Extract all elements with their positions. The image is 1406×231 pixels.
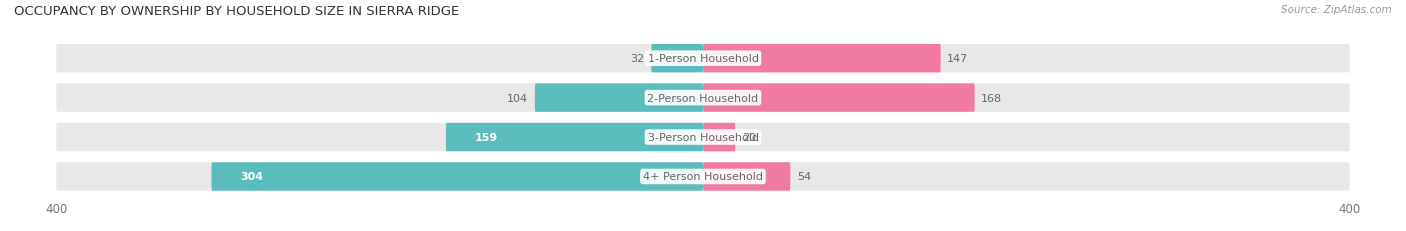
- FancyBboxPatch shape: [651, 45, 703, 73]
- Text: 54: 54: [797, 172, 811, 182]
- FancyBboxPatch shape: [703, 123, 735, 152]
- Text: OCCUPANCY BY OWNERSHIP BY HOUSEHOLD SIZE IN SIERRA RIDGE: OCCUPANCY BY OWNERSHIP BY HOUSEHOLD SIZE…: [14, 5, 460, 18]
- FancyBboxPatch shape: [56, 45, 1350, 73]
- Text: 1-Person Household: 1-Person Household: [648, 54, 758, 64]
- Text: 3-Person Household: 3-Person Household: [648, 132, 758, 143]
- Text: 159: 159: [475, 132, 498, 143]
- Text: 168: 168: [981, 93, 1002, 103]
- FancyBboxPatch shape: [703, 45, 941, 73]
- FancyBboxPatch shape: [703, 163, 790, 191]
- Text: 32: 32: [631, 54, 645, 64]
- FancyBboxPatch shape: [211, 163, 703, 191]
- FancyBboxPatch shape: [534, 84, 703, 112]
- FancyBboxPatch shape: [446, 123, 703, 152]
- Text: 20: 20: [742, 132, 756, 143]
- Text: 304: 304: [240, 172, 264, 182]
- FancyBboxPatch shape: [56, 123, 1350, 152]
- Legend: Owner-occupied, Renter-occupied: Owner-occupied, Renter-occupied: [578, 228, 828, 231]
- FancyBboxPatch shape: [56, 84, 1350, 112]
- FancyBboxPatch shape: [56, 163, 1350, 191]
- Text: 147: 147: [948, 54, 969, 64]
- Text: 4+ Person Household: 4+ Person Household: [643, 172, 763, 182]
- Text: 2-Person Household: 2-Person Household: [647, 93, 759, 103]
- Text: Source: ZipAtlas.com: Source: ZipAtlas.com: [1281, 5, 1392, 15]
- Text: 104: 104: [508, 93, 529, 103]
- FancyBboxPatch shape: [703, 84, 974, 112]
